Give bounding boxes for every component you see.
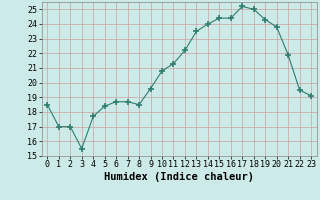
X-axis label: Humidex (Indice chaleur): Humidex (Indice chaleur)	[104, 172, 254, 182]
